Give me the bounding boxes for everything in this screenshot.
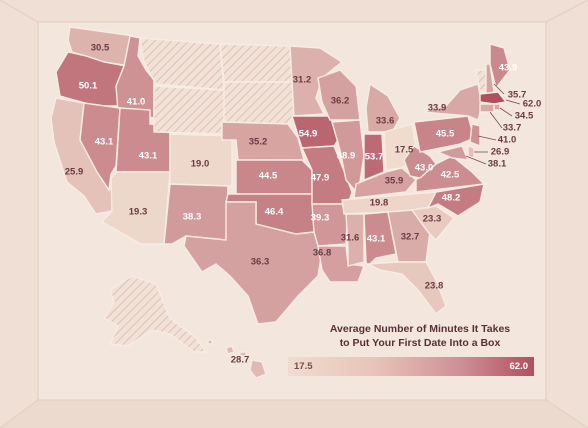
label-ma: 62.0 [523, 99, 542, 110]
label-la: 36.8 [313, 248, 332, 259]
state-ct[interactable] [479, 103, 495, 113]
legend-min-value: 17.5 [294, 361, 313, 372]
legend-title-line-1: Average Number of Minutes It Takes [329, 323, 511, 335]
label-oh: 17.5 [395, 145, 414, 156]
label-pa: 45.5 [436, 129, 455, 140]
state-hi-island-4[interactable] [249, 359, 267, 379]
label-me: 43.9 [499, 63, 518, 74]
label-wi: 36.2 [331, 96, 350, 107]
state-hi-island-3[interactable] [239, 351, 247, 357]
label-wv: 43.0 [415, 163, 434, 174]
state-tx[interactable] [183, 201, 323, 325]
label-ok: 46.4 [265, 207, 284, 218]
legend-color-scale: 17.5 62.0 [288, 357, 534, 376]
label-ny: 33.9 [428, 103, 447, 114]
state-ak[interactable] [103, 275, 208, 353]
label-ky: 35.9 [385, 176, 404, 187]
label-md: 38.1 [488, 159, 507, 170]
state-in[interactable] [363, 133, 385, 182]
state-ga[interactable] [387, 209, 431, 263]
label-ga: 32.7 [401, 232, 420, 243]
label-nh: 35.7 [508, 90, 527, 101]
legend-max-value: 62.0 [509, 361, 529, 372]
label-mi: 33.6 [376, 116, 395, 127]
label-ia: 54.9 [299, 129, 318, 140]
state-labels: 30.5 50.1 25.9 41.0 43.1 43.1 19.3 19.0 … [65, 43, 542, 366]
label-wa: 30.5 [91, 43, 110, 54]
label-az: 19.3 [129, 207, 148, 218]
label-ri: 34.5 [515, 111, 534, 122]
state-pa[interactable] [413, 115, 475, 153]
label-in: 53.7 [365, 152, 384, 163]
label-id: 41.0 [127, 97, 146, 108]
state-nc[interactable] [426, 183, 485, 217]
label-il: 38.9 [337, 151, 356, 162]
state-nd[interactable] [219, 43, 293, 83]
state-hi[interactable] [207, 339, 213, 345]
label-fl: 23.8 [425, 281, 444, 292]
label-nv: 43.1 [95, 137, 114, 148]
legend-title: Average Number of Minutes It Takes to Pu… [300, 322, 540, 350]
callout-lines [465, 83, 521, 165]
label-ms: 31.6 [341, 233, 360, 244]
state-wv[interactable] [403, 145, 437, 179]
label-mn: 31.2 [293, 75, 312, 86]
state-wy[interactable] [153, 85, 225, 135]
label-ar: 39.3 [311, 213, 330, 224]
state-ma[interactable] [479, 91, 508, 105]
state-mo[interactable] [300, 145, 353, 205]
state-az[interactable] [100, 171, 171, 245]
state-ri[interactable] [493, 103, 501, 111]
state-co[interactable] [169, 133, 233, 187]
label-ca: 25.9 [65, 167, 84, 178]
label-ct: 33.7 [503, 123, 522, 134]
label-nm: 38.3 [183, 212, 202, 223]
label-co: 19.0 [191, 159, 210, 170]
label-al: 43.1 [367, 234, 386, 245]
label-de: 26.9 [491, 147, 510, 158]
state-de[interactable] [467, 145, 475, 159]
label-nj: 41.0 [498, 135, 517, 146]
label-tn: 19.8 [370, 198, 389, 209]
state-la[interactable] [317, 245, 365, 283]
state-fl[interactable] [365, 261, 447, 315]
state-ms[interactable] [345, 213, 365, 267]
label-va: 42.5 [441, 170, 460, 181]
state-mt[interactable] [139, 37, 225, 91]
state-sd[interactable] [223, 81, 295, 125]
state-nj[interactable] [469, 123, 481, 148]
state-md[interactable] [435, 145, 470, 161]
label-ut: 43.1 [139, 151, 158, 162]
label-tx: 36.3 [251, 257, 270, 268]
state-me[interactable] [489, 43, 511, 90]
label-ks: 44.5 [259, 171, 278, 182]
label-or: 50.1 [79, 81, 98, 92]
label-mo: 47.9 [311, 173, 330, 184]
label-nc: 48.2 [442, 193, 461, 204]
label-sc: 23.3 [423, 214, 442, 225]
label-ne: 35.2 [249, 137, 268, 148]
label-hi: 28.7 [231, 355, 250, 366]
state-hi-island-2[interactable] [225, 345, 235, 355]
legend-title-line-2: to Put Your First Date Into a Box [339, 337, 501, 349]
